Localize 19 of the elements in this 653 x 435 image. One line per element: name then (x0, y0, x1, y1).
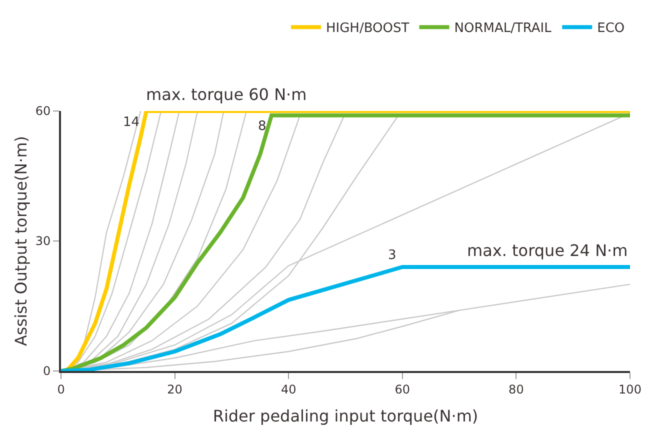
legend-label: NORMAL/TRAIL (454, 21, 552, 36)
annotation: max. torque 60 N·m (146, 85, 307, 104)
y-axis-title: Assist Output torque(N·m) (12, 136, 31, 346)
y-tick-label: 30 (35, 234, 51, 248)
x-tick-label: 80 (508, 382, 524, 396)
x-tick-label: 100 (618, 382, 642, 396)
annotation: 8 (258, 119, 266, 134)
legend-label: ECO (597, 21, 625, 36)
annotation: 3 (388, 248, 396, 263)
y-tick-label: 60 (35, 104, 51, 118)
x-tick-label: 40 (280, 382, 296, 396)
legend-label: HIGH/BOOST (326, 21, 410, 36)
x-axis-title: Rider pedaling input torque(N·m) (212, 406, 478, 426)
x-tick-label: 0 (57, 382, 65, 396)
annotation: 14 (123, 115, 140, 130)
annotation: max. torque 24 N·m (467, 241, 628, 260)
y-tick-label: 0 (42, 364, 51, 378)
x-tick-label: 20 (167, 382, 182, 396)
x-tick-label: 60 (394, 382, 410, 396)
